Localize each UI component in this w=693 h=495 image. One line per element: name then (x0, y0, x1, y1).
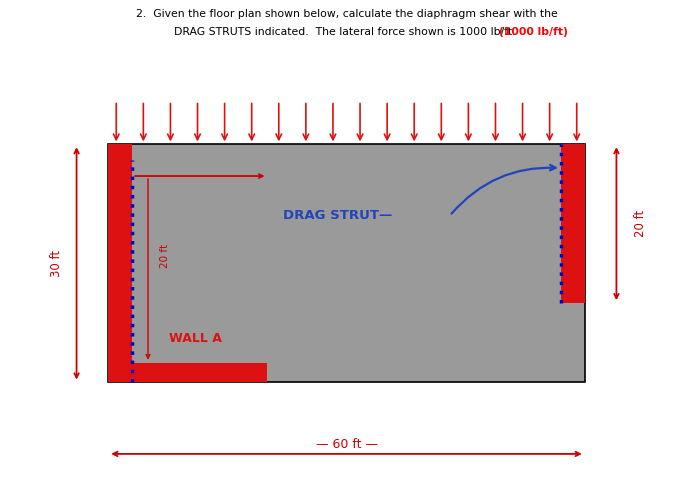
Text: 20 ft: 20 ft (633, 210, 647, 237)
Bar (108, 144, 585, 383)
Text: 2.  Given the floor plan shown below, calculate the diaphragm shear with the: 2. Given the floor plan shown below, cal… (136, 9, 557, 19)
Text: 20 ft: 20 ft (160, 244, 170, 267)
Text: DRAG STRUTS indicated.  The lateral force shown is 1000 lb/ft.: DRAG STRUTS indicated. The lateral force… (174, 27, 519, 37)
Text: WALL B: WALL B (115, 202, 125, 246)
Text: 30 ft: 30 ft (50, 250, 63, 277)
Bar (108, 363, 267, 383)
Text: WALL C: WALL C (568, 218, 578, 261)
Bar (561, 144, 585, 303)
Text: — 60 ft —: — 60 ft — (315, 438, 378, 451)
Text: (1000 lb/ft): (1000 lb/ft) (499, 27, 568, 37)
Text: DRAG STRUT—: DRAG STRUT— (283, 209, 392, 222)
Bar (108, 144, 132, 383)
Text: WALL A: WALL A (169, 332, 222, 346)
